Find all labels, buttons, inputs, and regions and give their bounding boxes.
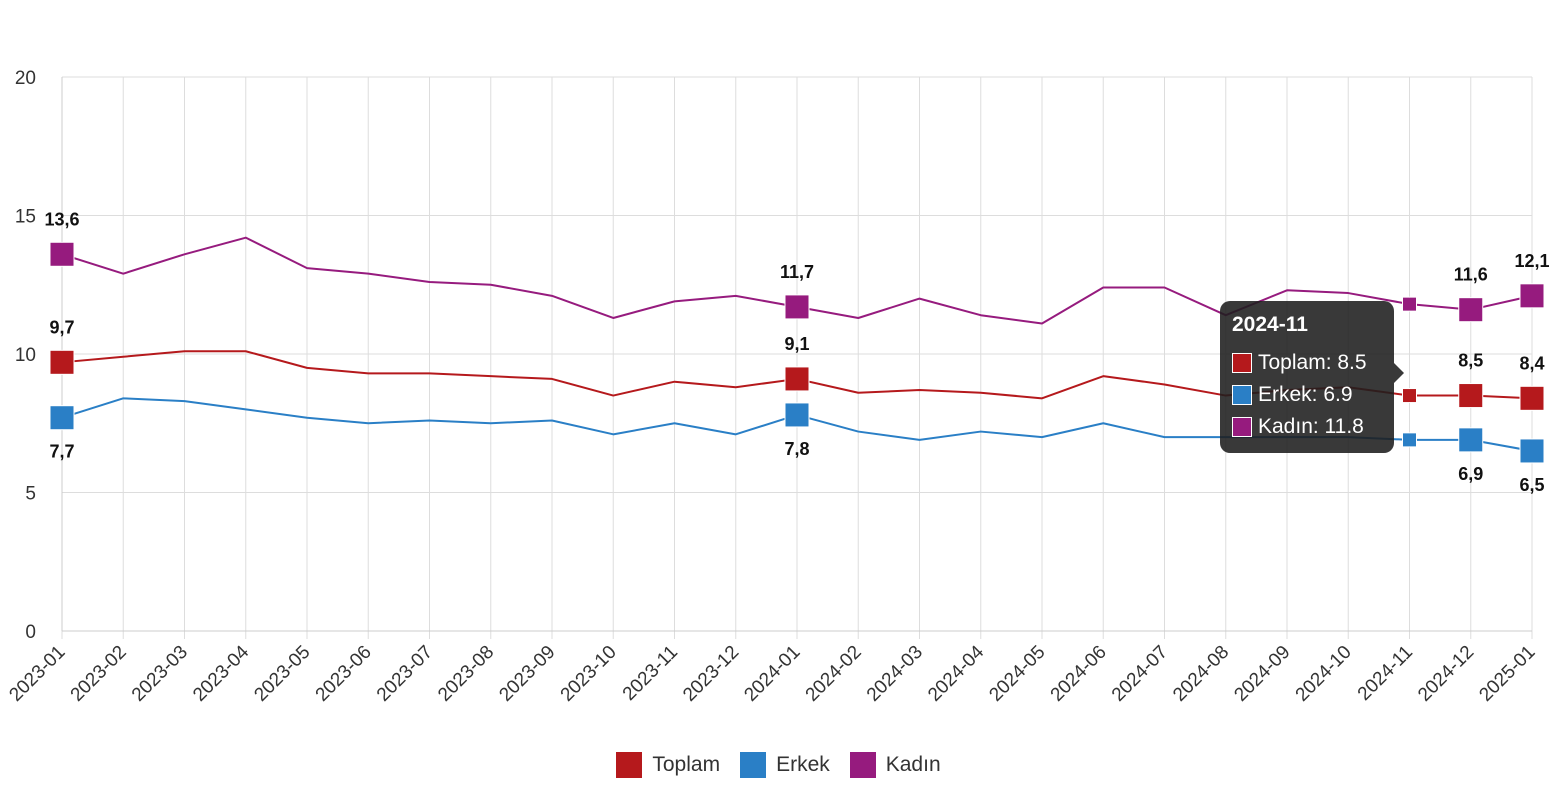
- tooltip-text-toplam: Toplam: 8.5: [1258, 351, 1367, 374]
- x-tick-label: 2023-05: [250, 642, 314, 706]
- x-tick-label: 2024-09: [1230, 642, 1294, 706]
- tooltip-row-toplam: Toplam: 8.5: [1232, 347, 1382, 379]
- x-tick-label: 2023-11: [619, 642, 682, 705]
- legend-label-erkek: Erkek: [776, 753, 830, 776]
- tooltip: 2024-11 Toplam: 8.5 Erkek: 6.9 Kadın: 11…: [1220, 301, 1404, 453]
- legend-swatch-toplam: [616, 752, 643, 778]
- data-point-marker: [784, 366, 810, 392]
- data-label: 8,5: [1458, 351, 1483, 371]
- tooltip-text-erkek: Erkek: 6.9: [1258, 383, 1353, 406]
- data-point-marker: [1519, 385, 1545, 411]
- tooltip-row-erkek: Erkek: 6.9: [1232, 379, 1382, 411]
- x-tick-label: 2024-05: [985, 642, 1049, 706]
- legend-item-kadin[interactable]: Kadın: [849, 752, 941, 778]
- y-tick-label: 20: [15, 68, 36, 89]
- y-tick-label: 5: [25, 484, 36, 505]
- x-tick-label: 2023-12: [679, 642, 743, 706]
- x-tick-label: 2025-01: [1475, 642, 1539, 706]
- legend-label-kadin: Kadın: [885, 753, 941, 776]
- data-point-marker: [1519, 438, 1545, 464]
- legend: Toplam Erkek Kadın: [0, 752, 1557, 778]
- data-label: 12,1: [1514, 251, 1549, 271]
- x-tick-label: 2023-07: [373, 642, 437, 706]
- tooltip-arrow: [1394, 363, 1404, 383]
- data-point-marker: [784, 294, 810, 320]
- x-tick-label: 2023-02: [67, 642, 131, 706]
- x-tick-label: 2023-08: [434, 642, 498, 706]
- hover-point-marker: [1402, 296, 1417, 312]
- data-label: 9,1: [784, 334, 809, 354]
- tooltip-swatch-kadin: [1232, 417, 1252, 437]
- y-tick-label: 10: [15, 345, 36, 366]
- data-label: 13,6: [44, 209, 79, 229]
- legend-swatch-kadin: [849, 752, 876, 778]
- legend-label-toplam: Toplam: [652, 753, 721, 776]
- data-point-marker: [784, 402, 810, 428]
- data-label: 11,6: [1454, 265, 1488, 285]
- data-label: 11,7: [780, 262, 814, 282]
- x-tick-label: 2024-10: [1292, 642, 1356, 706]
- data-point-marker: [1458, 297, 1484, 323]
- data-label: 6,9: [1458, 464, 1483, 484]
- hover-point-marker: [1402, 388, 1417, 404]
- x-tick-label: 2024-06: [1047, 642, 1111, 706]
- x-tick-label: 2024-03: [863, 642, 927, 706]
- x-tick-label: 2024-04: [924, 641, 988, 705]
- x-tick-label: 2024-11: [1354, 642, 1417, 705]
- x-tick-label: 2024-12: [1414, 642, 1478, 706]
- data-point-marker: [49, 241, 75, 267]
- data-label: 6,5: [1519, 475, 1544, 495]
- data-point-marker: [1458, 383, 1484, 409]
- tooltip-swatch-erkek: [1232, 385, 1252, 405]
- x-tick-label: 2023-09: [495, 642, 559, 706]
- x-tick-label: 2024-08: [1169, 642, 1233, 706]
- data-label: 9,7: [49, 317, 74, 337]
- hover-point-marker: [1402, 432, 1417, 448]
- x-tick-label: 2024-02: [802, 642, 866, 706]
- tooltip-title: 2024-11: [1232, 313, 1308, 336]
- data-label: 7,8: [784, 439, 809, 459]
- data-label: 8,4: [1519, 353, 1544, 373]
- x-tick-label: 2023-04: [189, 641, 253, 705]
- x-tick-label: 2023-10: [557, 642, 621, 706]
- data-point-marker: [49, 405, 75, 431]
- legend-swatch-erkek: [740, 752, 767, 778]
- tooltip-row-kadin: Kadın: 11.8: [1232, 411, 1382, 443]
- data-label: 7,7: [49, 442, 74, 462]
- tooltip-swatch-toplam: [1232, 353, 1252, 373]
- legend-item-erkek[interactable]: Erkek: [740, 752, 830, 778]
- y-tick-label: 15: [15, 207, 36, 228]
- legend-item-toplam[interactable]: Toplam: [616, 752, 720, 778]
- y-tick-label: 0: [25, 622, 36, 643]
- data-point-marker: [1519, 283, 1545, 309]
- x-tick-label: 2023-03: [128, 642, 192, 706]
- x-tick-label: 2023-06: [312, 642, 376, 706]
- tooltip-text-kadin: Kadın: 11.8: [1258, 415, 1364, 438]
- data-point-marker: [49, 349, 75, 375]
- data-point-marker: [1458, 427, 1484, 453]
- x-tick-label: 2024-01: [740, 642, 804, 706]
- x-tick-label: 2023-01: [5, 642, 69, 706]
- x-tick-label: 2024-07: [1108, 642, 1172, 706]
